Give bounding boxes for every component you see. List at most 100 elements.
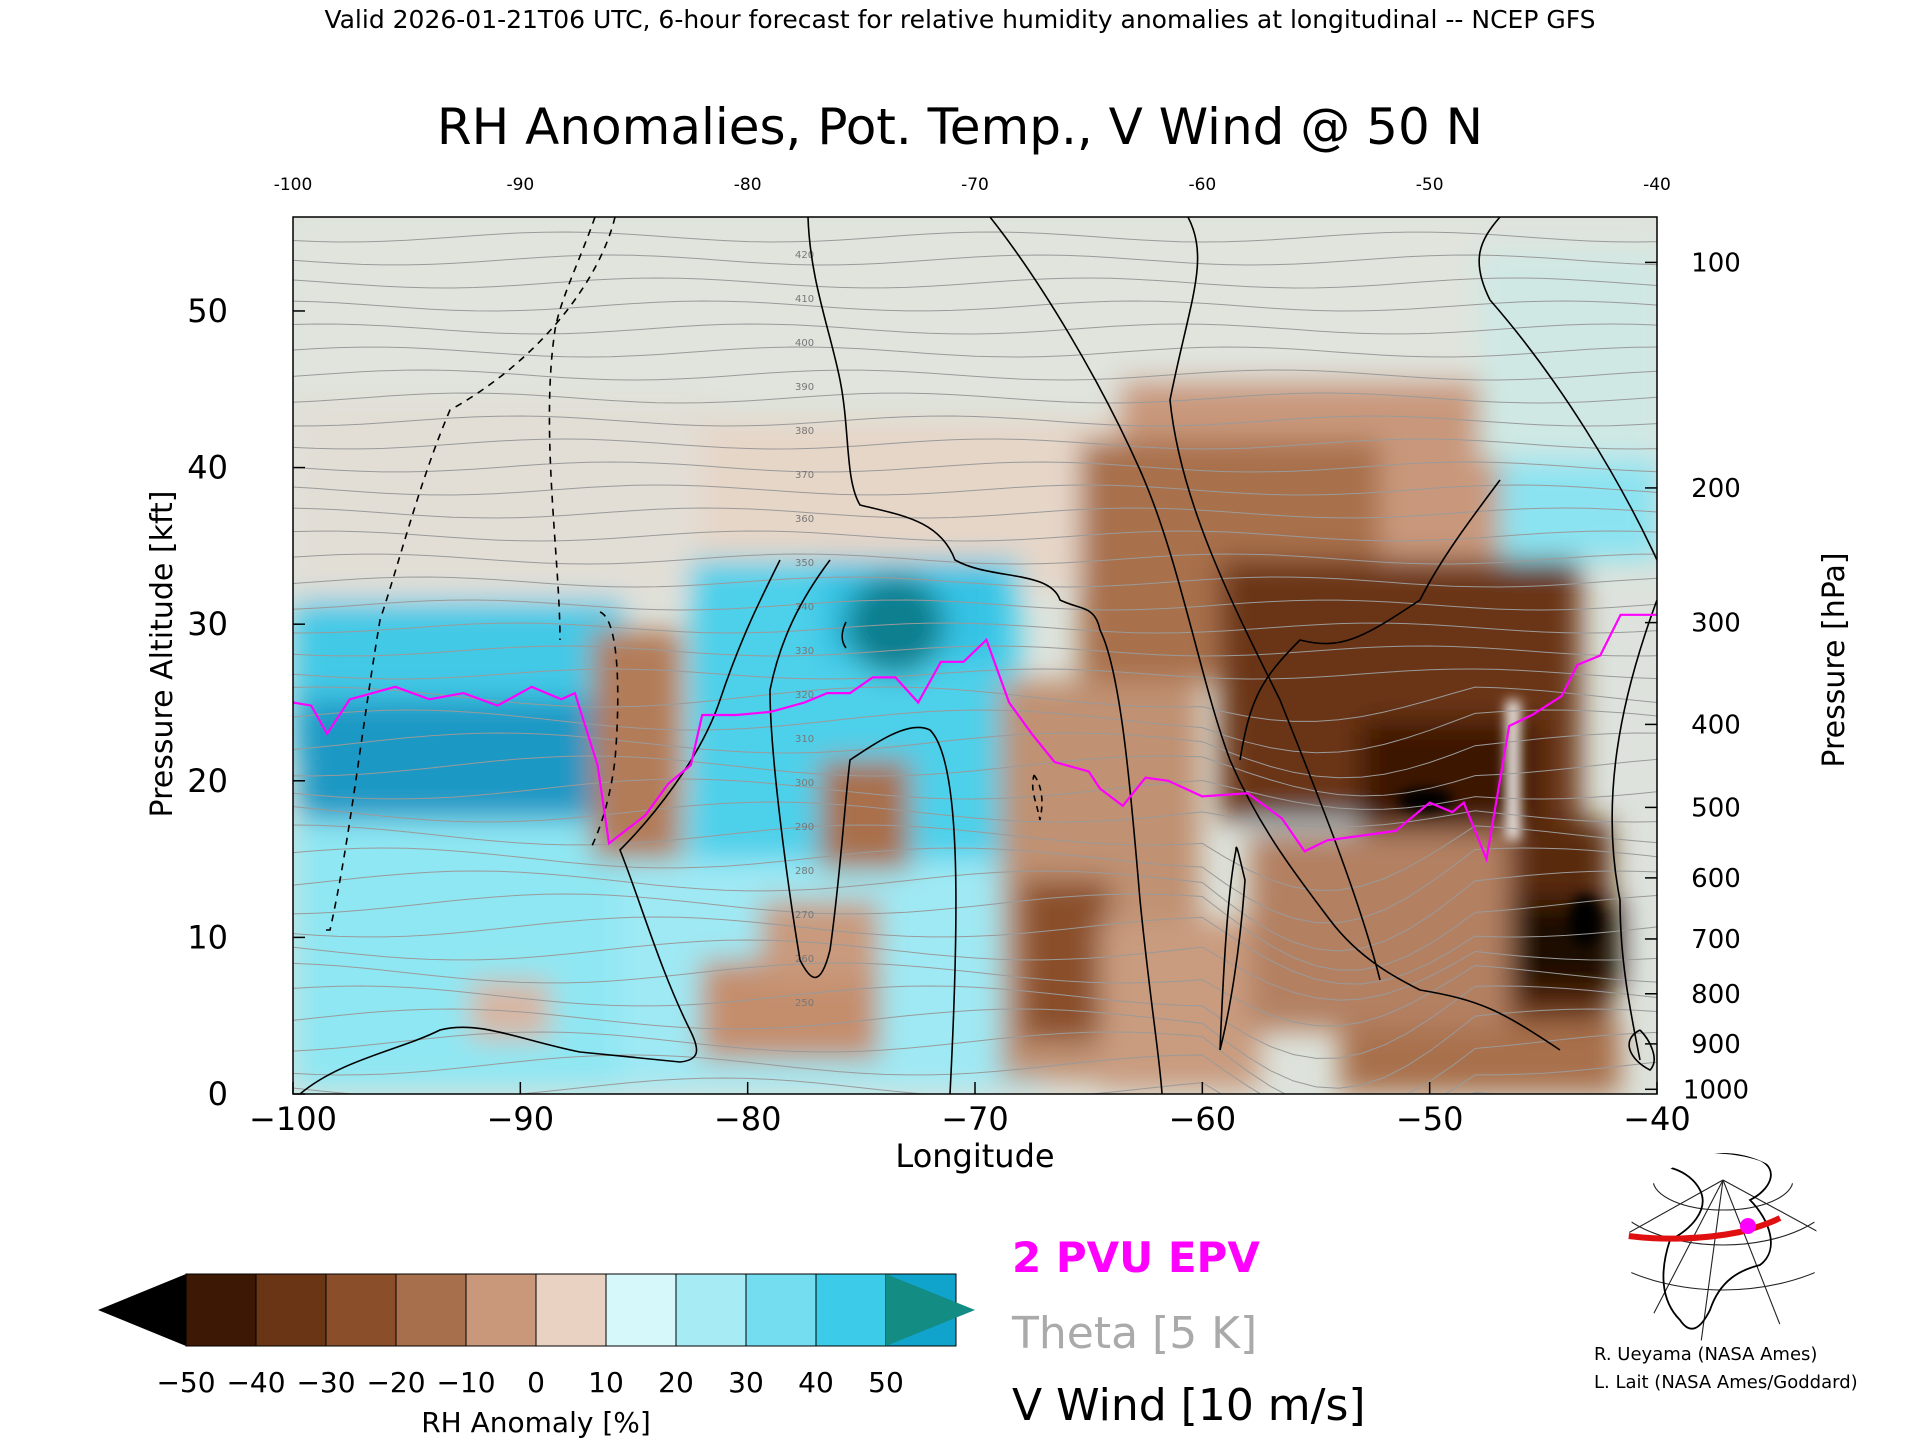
legend: 2 PVU EPV Theta [5 K] V Wind [10 m/s] bbox=[1011, 1233, 1366, 1431]
pressure-tick-label: 400 bbox=[1691, 710, 1741, 740]
theta-contour-label: 280 bbox=[795, 866, 814, 877]
theta-contour-line bbox=[293, 1008, 1657, 1089]
theta-contour-line bbox=[293, 392, 1657, 404]
credit-line-1: R. Ueyama (NASA Ames) bbox=[1594, 1344, 1817, 1365]
colorbar-cell bbox=[395, 1273, 467, 1347]
theta-contour-label: 380 bbox=[795, 426, 814, 437]
theta-contour-label: 250 bbox=[795, 998, 814, 1009]
colorbar-tick-label: −40 bbox=[226, 1366, 285, 1399]
theta-contour-line bbox=[293, 622, 1657, 634]
colorbar-tick-label: −30 bbox=[296, 1366, 355, 1399]
x-tick-label: −60 bbox=[1169, 1100, 1237, 1138]
theta-contour-line bbox=[293, 369, 1657, 381]
theta-contour-line bbox=[293, 870, 1657, 952]
theta-contour-label: 390 bbox=[795, 382, 814, 393]
pressure-tick-label: 800 bbox=[1691, 980, 1741, 1010]
theta-contour-label: 360 bbox=[795, 514, 814, 525]
y-tick-label: 0 bbox=[208, 1075, 228, 1113]
y-axis-label-left: Pressure Altitude [kft] bbox=[145, 491, 180, 818]
theta-contour-label: 320 bbox=[795, 690, 814, 701]
colorbar: −50 −40 −30 −20 −10 0 10 20 30 40 50 RH Anomaly [%… bbox=[98, 1273, 975, 1439]
colorbar-over-triangle bbox=[886, 1274, 975, 1346]
theta-contour-line bbox=[293, 415, 1657, 427]
x-tick-label: −100 bbox=[249, 1100, 337, 1138]
colorbar-tick-label: 40 bbox=[798, 1366, 834, 1399]
colorbar-tick-label: 0 bbox=[527, 1366, 545, 1399]
axis-ticks: −100 -100 −90 -90 −80 -80 −70 -70 −60 -60 −50 -50 −4… bbox=[187, 175, 1749, 1138]
theta-contour-line bbox=[293, 985, 1657, 1059]
theta-contour-label: 290 bbox=[795, 822, 814, 833]
theta-contour-line bbox=[293, 801, 1657, 828]
inset-location-marker bbox=[1740, 1218, 1756, 1234]
theta-contour-line bbox=[293, 668, 1657, 680]
top-tick-label: -60 bbox=[1188, 175, 1216, 195]
colorbar-tick-label: −10 bbox=[436, 1366, 495, 1399]
top-tick-label: -80 bbox=[734, 175, 762, 195]
pressure-tick-label: 700 bbox=[1691, 925, 1741, 955]
theta-contour-line bbox=[293, 893, 1657, 971]
colorbar-cell bbox=[535, 1273, 607, 1347]
pressure-tick-label: 900 bbox=[1691, 1030, 1741, 1060]
theta-contour-line bbox=[293, 824, 1657, 891]
theta-contour-line bbox=[293, 461, 1657, 473]
theta-contour-line bbox=[293, 507, 1657, 519]
theta-contour-label: 340 bbox=[795, 602, 814, 613]
theta-contour-line bbox=[293, 755, 1657, 797]
top-tick-label: -50 bbox=[1416, 175, 1444, 195]
theta-contour-line bbox=[293, 686, 1657, 722]
theta-contour-line bbox=[293, 962, 1657, 1027]
colorbar-cell bbox=[255, 1273, 327, 1347]
top-tick-label: -100 bbox=[274, 175, 313, 195]
y-tick-label: 30 bbox=[187, 605, 228, 643]
theta-contour-label: 370 bbox=[795, 470, 814, 481]
theta-contour-line bbox=[293, 645, 1657, 657]
top-tick-label: -90 bbox=[506, 175, 534, 195]
theta-contour-line bbox=[293, 277, 1657, 289]
theta-contour-line bbox=[293, 530, 1657, 542]
theta-contour-line bbox=[293, 709, 1657, 754]
x-tick-label: −40 bbox=[1623, 1100, 1691, 1138]
y-tick-label: 10 bbox=[187, 918, 228, 956]
theta-contour-label: 330 bbox=[795, 646, 814, 657]
colorbar-tick-label: 10 bbox=[588, 1366, 624, 1399]
pressure-tick-label: 600 bbox=[1691, 864, 1741, 894]
theta-contour-line bbox=[293, 778, 1657, 810]
theta-contours: 420 410 400 390 380 370 360 350 340 330 320 310 300 2… bbox=[293, 231, 1657, 1094]
valid-line: Valid 2026-01-21T06 UTC, 6-hour forecast… bbox=[324, 5, 1595, 34]
colorbar-under-triangle bbox=[98, 1274, 186, 1346]
pressure-tick-label: 1000 bbox=[1683, 1075, 1749, 1105]
legend-pv: 2 PVU EPV bbox=[1012, 1233, 1260, 1282]
inset-map bbox=[1628, 1153, 1818, 1343]
colorbar-tick-labels: −50 −40 −30 −20 −10 0 10 20 30 40 50 bbox=[156, 1366, 903, 1399]
theta-contour-line bbox=[293, 599, 1657, 611]
top-tick-label: -70 bbox=[961, 175, 989, 195]
x-axis-label: Longitude bbox=[895, 1137, 1054, 1175]
y-tick-label: 40 bbox=[187, 449, 228, 487]
credit-line-2: L. Lait (NASA Ames/Goddard) bbox=[1594, 1372, 1858, 1393]
colorbar-tick-label: 50 bbox=[868, 1366, 904, 1399]
theta-contour-label: 410 bbox=[795, 294, 814, 305]
colorbar-cell bbox=[745, 1273, 817, 1347]
theta-contour-line bbox=[293, 438, 1657, 450]
y-tick-label: 50 bbox=[187, 292, 228, 330]
theta-contour-label: 420 bbox=[795, 250, 814, 261]
colorbar-cell bbox=[605, 1273, 677, 1347]
rh-anomaly-field bbox=[293, 217, 1657, 1094]
theta-contour-line bbox=[293, 346, 1657, 358]
theta-contour-label: 270 bbox=[795, 910, 814, 921]
colorbar-cell bbox=[675, 1273, 747, 1347]
x-tick-label: −70 bbox=[941, 1100, 1009, 1138]
v-wind-contours bbox=[299, 217, 1657, 1094]
colorbar-cell bbox=[185, 1273, 257, 1347]
colorbar-tick-label: −50 bbox=[156, 1366, 215, 1399]
theta-contour-line bbox=[293, 254, 1657, 266]
theta-contour-label: 310 bbox=[795, 734, 814, 745]
theta-contour-line bbox=[293, 939, 1657, 1001]
colorbar-tick-label: −20 bbox=[366, 1366, 425, 1399]
theta-contour-line bbox=[293, 231, 1657, 243]
theta-contour-label: 260 bbox=[795, 954, 814, 965]
pressure-tick-label: 300 bbox=[1691, 609, 1741, 639]
colorbar-cell bbox=[465, 1273, 537, 1347]
theta-contour-label: 300 bbox=[795, 778, 814, 789]
legend-theta: Theta [5 K] bbox=[1011, 1308, 1257, 1359]
